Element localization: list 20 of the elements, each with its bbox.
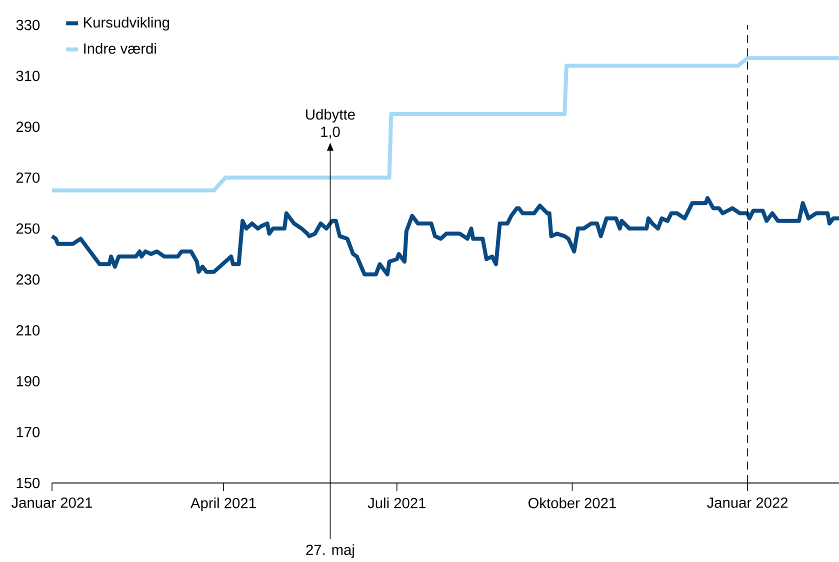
- y-tick-label: 190: [16, 376, 40, 386]
- x-tick-label: Oktober 2021: [528, 497, 616, 508]
- y-tick-label: 330: [16, 20, 40, 30]
- legend-label: Indre værdi: [84, 43, 156, 54]
- y-tick-label: 250: [16, 223, 40, 234]
- legend-label: Kursudvikling: [84, 16, 170, 31]
- line-series: [50, 56, 839, 192]
- y-tick-label: 270: [16, 172, 40, 183]
- annotation: Udbytte 1,0: [306, 108, 355, 139]
- y-tick-label: 310: [16, 70, 40, 82]
- x-tick-label: Juli 2021: [368, 497, 426, 508]
- y-tick-label: 150: [16, 478, 40, 488]
- y-tick-label: 210: [16, 325, 40, 336]
- x-tick-label: Januar 2021: [11, 498, 92, 508]
- x-tick-label: Januar 2022: [706, 498, 788, 508]
- y-tick-label: 290: [16, 122, 40, 132]
- x-tick-label: April 2021: [190, 497, 256, 512]
- y-tick-label: 230: [16, 274, 40, 285]
- y-tick-label: 170: [16, 426, 40, 438]
- ref-line-label: 27. maj: [306, 544, 354, 558]
